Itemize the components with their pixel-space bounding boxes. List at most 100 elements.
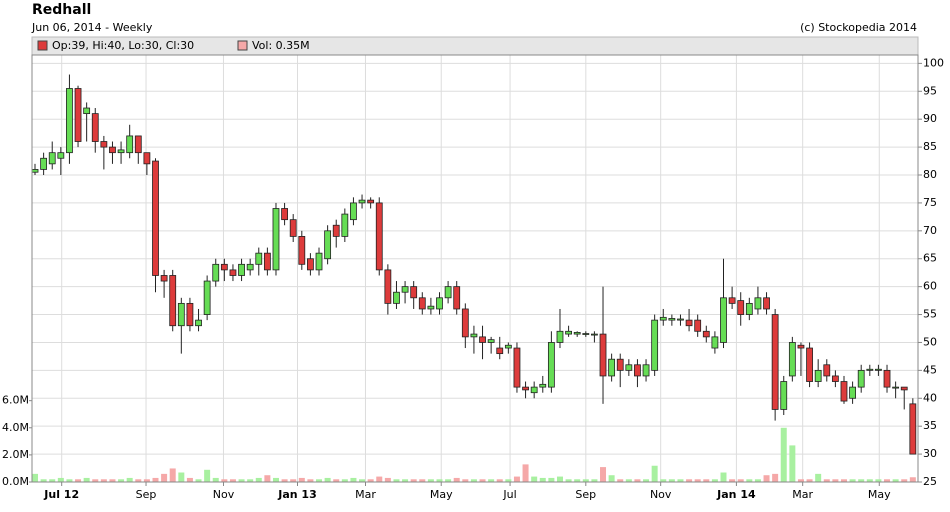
candle-body <box>401 286 409 293</box>
candle-body <box>857 369 865 388</box>
candle-body <box>367 199 375 204</box>
volume-bar <box>350 477 357 482</box>
candle-body <box>109 146 116 154</box>
volume-bar <box>100 479 107 482</box>
candle-body <box>152 160 159 276</box>
candle-body <box>358 199 366 204</box>
y-tick-label: 90 <box>923 112 937 125</box>
candle-body <box>504 344 512 349</box>
candle-body <box>702 330 710 338</box>
volume-bar <box>660 479 667 482</box>
candle-body <box>849 386 856 399</box>
y-tick-label: 65 <box>923 252 937 265</box>
x-tick-label: Mar <box>355 488 376 501</box>
candle-body <box>565 330 572 335</box>
volume-bar <box>66 479 73 482</box>
candle-body <box>57 152 65 159</box>
y-tick-label: 80 <box>923 168 937 181</box>
volume-bar <box>866 479 873 482</box>
volume-bar <box>212 477 219 482</box>
candle-body <box>31 169 39 173</box>
volume-bar <box>247 479 254 482</box>
candle-body <box>711 336 719 349</box>
y-tick-label: 30 <box>923 447 937 460</box>
candle-body <box>169 275 177 327</box>
legend-swatch <box>237 40 248 51</box>
candle-body <box>375 202 383 271</box>
x-tick-label: Mar <box>792 488 813 501</box>
volume-bar <box>901 479 908 482</box>
y-tick-label: 35 <box>923 419 937 432</box>
volume-bar <box>462 479 469 482</box>
volume-bar <box>694 479 701 482</box>
volume-bar <box>677 479 684 482</box>
credit: (c) Stockopedia 2014 <box>800 21 917 34</box>
candle-body <box>186 302 194 327</box>
volume-bar <box>57 477 64 482</box>
candle-body <box>780 381 788 410</box>
volume-bar <box>729 479 736 482</box>
volume-bar <box>505 479 512 482</box>
volume-bar <box>479 479 486 482</box>
volume-bar <box>255 477 262 482</box>
volume-bar <box>264 475 271 482</box>
volume-bar <box>445 479 452 482</box>
candle-body <box>556 330 564 343</box>
candle-body <box>143 152 151 165</box>
volume-bar <box>565 479 572 482</box>
y-tick-label: 45 <box>923 363 937 376</box>
candle-body <box>616 358 624 371</box>
candle-body <box>840 381 848 402</box>
candle-body <box>806 347 813 382</box>
y2-tick-label: 6.0M <box>2 394 29 407</box>
y-tick-label: 55 <box>923 308 937 321</box>
x-tick-label: Jul 12 <box>43 488 79 501</box>
y-tick-label: 75 <box>923 196 937 209</box>
candle-body <box>814 369 822 382</box>
volume-bar <box>806 479 813 482</box>
candle-body <box>788 342 796 377</box>
volume-bar <box>186 477 193 482</box>
x-tick-label: Sep <box>136 488 157 501</box>
volume-bar <box>324 477 331 482</box>
candle-body <box>40 157 48 170</box>
volume-bar <box>204 469 211 482</box>
volume-bar <box>359 479 366 482</box>
candle-body <box>453 286 461 310</box>
candle-body <box>246 263 254 271</box>
volume-bar <box>316 479 323 482</box>
volume-bar <box>772 473 779 482</box>
candle-body <box>668 318 676 321</box>
volume-bar <box>307 479 314 482</box>
volume-bar <box>591 479 598 482</box>
volume-bar <box>221 479 228 482</box>
volume-bar <box>393 479 400 482</box>
volume-bar <box>634 479 641 482</box>
candle-body <box>126 135 134 154</box>
x-tick-label: May <box>868 488 891 501</box>
volume-bar <box>290 479 297 482</box>
candle-body <box>238 263 245 276</box>
y-tick-label: 60 <box>923 280 937 293</box>
candle-body <box>883 369 891 388</box>
volume-bar <box>298 477 305 482</box>
candle-body <box>677 318 684 321</box>
candle-body <box>900 386 908 391</box>
volume-bar <box>643 479 650 482</box>
y-tick-label: 40 <box>923 391 937 404</box>
volume-bar <box>815 473 822 482</box>
candle-body <box>83 107 91 115</box>
candle-body <box>573 332 581 335</box>
y2-tick-label: 0.0M <box>2 475 29 488</box>
candle-body <box>470 333 478 338</box>
candle-body <box>134 135 142 154</box>
volume-bar <box>668 479 675 482</box>
volume-bar <box>531 476 538 482</box>
volume-bar <box>75 479 82 482</box>
volume-bar <box>410 479 417 482</box>
candle-body <box>307 258 314 271</box>
volume-bar <box>840 479 847 482</box>
candle-body <box>625 364 633 371</box>
y-tick-label: 50 <box>923 335 937 348</box>
candle-body <box>694 319 702 332</box>
